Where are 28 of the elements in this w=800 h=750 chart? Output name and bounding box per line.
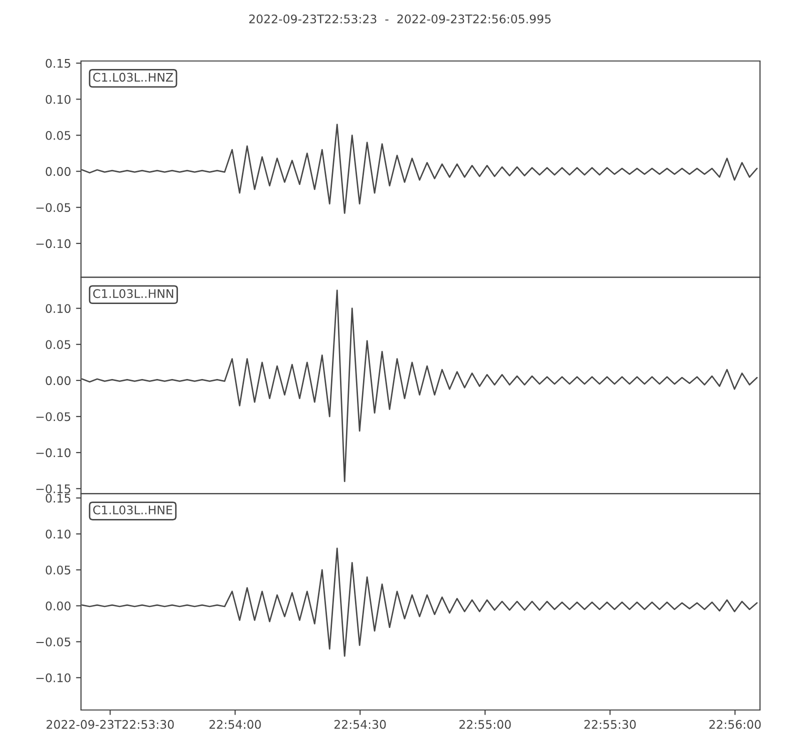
y-tick-label: 0.10 xyxy=(46,94,70,104)
y-tick-label: 0.05 xyxy=(46,340,70,350)
y-tick-label: −0.15 xyxy=(36,484,70,494)
y-tick-label: −0.10 xyxy=(36,239,70,248)
annotation: C1.L03L..HNE xyxy=(93,505,172,514)
y-tick-label: −0.10 xyxy=(36,673,70,682)
y-tick-label: 0.00 xyxy=(46,602,70,610)
x-tick-label: 22:56:00 xyxy=(709,720,761,729)
y-tick-label: 0.05 xyxy=(46,131,70,140)
y-tick-label: 0.00 xyxy=(46,167,70,176)
y-tick-label: 0.05 xyxy=(46,566,70,575)
x-tick-label: 22:55:00 xyxy=(459,720,511,729)
y-tick-label: 0.10 xyxy=(46,304,70,313)
x-tick-label: 22:54:00 xyxy=(209,720,261,729)
y-tick-label: −0.05 xyxy=(36,412,70,422)
y-tick-label: 0.15 xyxy=(46,494,70,503)
y-tick-label: 0.15 xyxy=(46,58,70,68)
x-tick-label: 22:55:30 xyxy=(584,720,636,729)
chart-title: 2022-09-23T22:53:23 - 2022-09-23T22:56:05.995 xyxy=(249,14,551,24)
y-tick-label: −0.05 xyxy=(36,637,70,646)
y-tick-label: 0.00 xyxy=(46,376,70,386)
y-tick-label: −0.10 xyxy=(36,448,70,458)
x-tick-label: 2022-09-23T22:53:30 xyxy=(46,720,174,729)
annotation: C1.L03L..HNN xyxy=(93,289,174,298)
y-tick-label: −0.05 xyxy=(36,203,70,212)
annotation: C1.L03L..HNZ xyxy=(93,72,173,82)
x-tick-label: 22:54:30 xyxy=(334,720,386,729)
y-tick-label: 0.10 xyxy=(46,530,70,539)
